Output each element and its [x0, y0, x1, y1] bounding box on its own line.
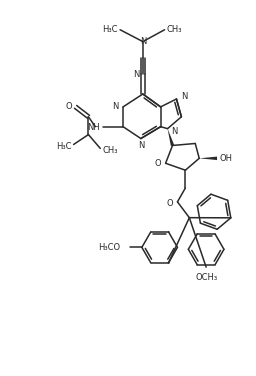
Text: OCH₃: OCH₃ [195, 273, 217, 282]
Text: NH: NH [88, 123, 100, 132]
Text: CH₃: CH₃ [167, 25, 182, 34]
Text: N: N [112, 102, 118, 111]
Text: N: N [133, 70, 140, 79]
Text: N: N [182, 92, 188, 102]
Text: N: N [172, 127, 178, 136]
Polygon shape [199, 156, 217, 160]
Text: OH: OH [220, 154, 233, 163]
Text: O: O [66, 102, 73, 111]
Text: H₃CO: H₃CO [98, 243, 120, 252]
Text: CH₃: CH₃ [102, 146, 118, 155]
Text: H₃C: H₃C [56, 142, 72, 151]
Polygon shape [168, 129, 174, 146]
Text: O: O [154, 159, 161, 168]
Text: N: N [138, 141, 144, 150]
Text: H₃C: H₃C [103, 25, 118, 34]
Text: N: N [140, 37, 146, 46]
Text: O: O [167, 199, 174, 208]
